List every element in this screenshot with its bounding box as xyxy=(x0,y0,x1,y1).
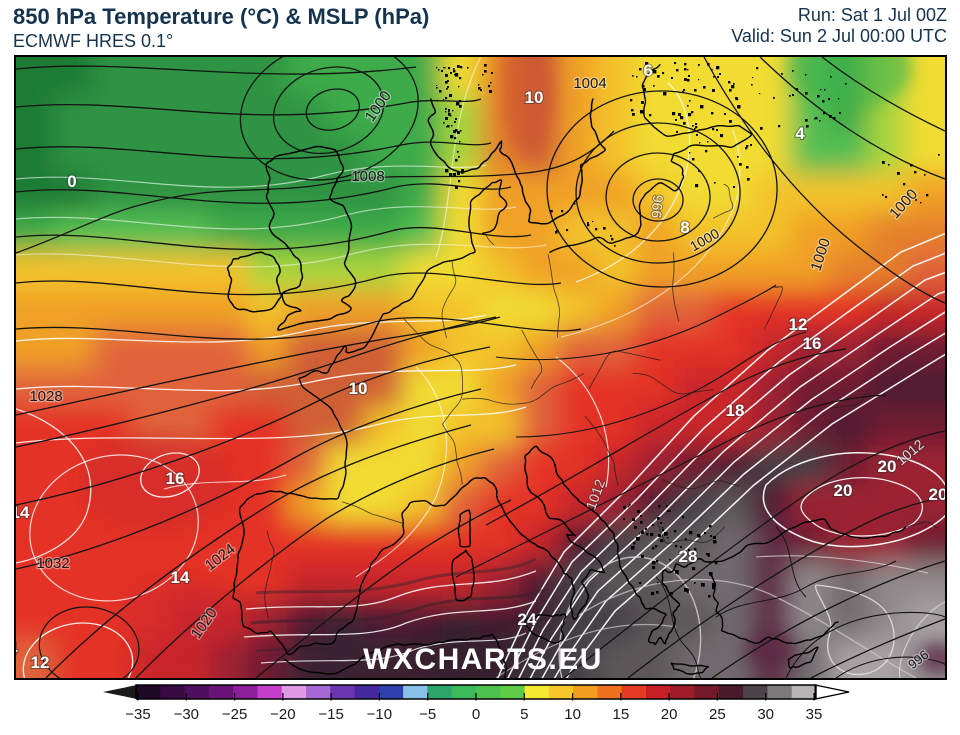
svg-text:20: 20 xyxy=(878,457,897,476)
svg-text:10: 10 xyxy=(525,88,544,107)
svg-text:20: 20 xyxy=(834,481,853,500)
svg-text:−10: −10 xyxy=(367,706,392,723)
svg-text:5: 5 xyxy=(520,706,528,723)
svg-text:0: 0 xyxy=(472,706,480,723)
svg-text:24: 24 xyxy=(518,610,537,629)
svg-text:10: 10 xyxy=(349,379,368,398)
svg-text:WXCHARTS.EU: WXCHARTS.EU xyxy=(363,643,603,676)
svg-text:−35: −35 xyxy=(125,706,150,723)
svg-text:14: 14 xyxy=(171,568,190,587)
svg-text:996: 996 xyxy=(648,194,666,219)
svg-text:0: 0 xyxy=(67,172,76,191)
svg-text:35: 35 xyxy=(806,706,823,723)
svg-text:30: 30 xyxy=(757,706,774,723)
svg-text:12: 12 xyxy=(789,315,808,334)
svg-text:28: 28 xyxy=(679,547,698,566)
svg-text:1004: 1004 xyxy=(573,75,606,92)
svg-text:8: 8 xyxy=(680,218,689,237)
svg-text:−20: −20 xyxy=(270,706,295,723)
svg-text:12: 12 xyxy=(31,653,50,672)
svg-text:20: 20 xyxy=(929,485,945,504)
svg-text:14: 14 xyxy=(16,503,30,522)
svg-text:10: 10 xyxy=(564,706,581,723)
svg-text:−5: −5 xyxy=(419,706,436,723)
svg-text:6: 6 xyxy=(643,61,652,80)
svg-text:25: 25 xyxy=(709,706,726,723)
svg-text:−30: −30 xyxy=(174,706,199,723)
svg-text:1032: 1032 xyxy=(36,555,69,572)
svg-text:1028: 1028 xyxy=(29,388,62,405)
svg-text:1008: 1008 xyxy=(351,168,384,185)
svg-text:20: 20 xyxy=(661,706,678,723)
svg-text:18: 18 xyxy=(726,401,745,420)
svg-text:−25: −25 xyxy=(222,706,247,723)
svg-text:15: 15 xyxy=(613,706,630,723)
svg-text:−15: −15 xyxy=(318,706,343,723)
svg-text:16: 16 xyxy=(803,334,822,353)
svg-text:16: 16 xyxy=(166,469,185,488)
svg-text:4: 4 xyxy=(795,124,805,143)
